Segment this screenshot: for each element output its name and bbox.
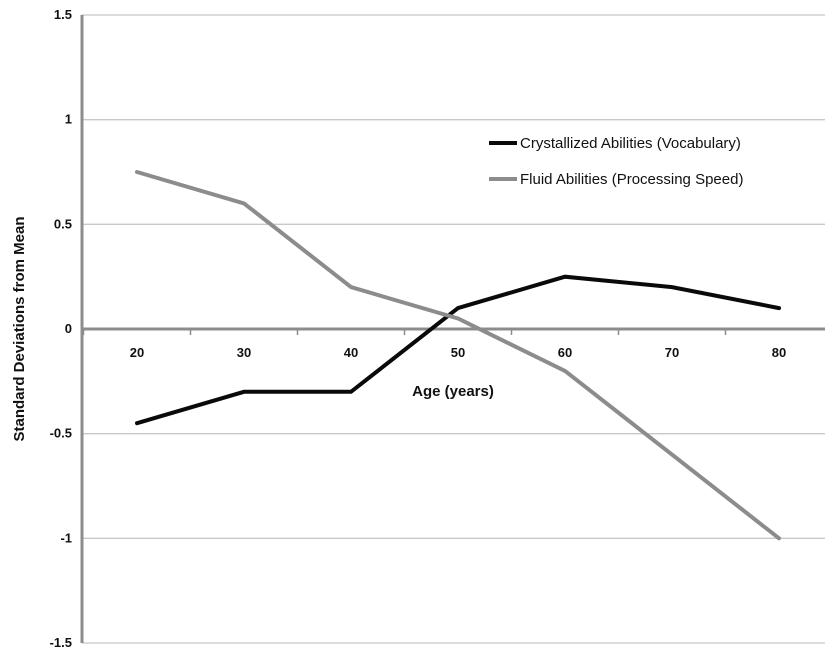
y-tick-label: 1.5 bbox=[54, 7, 72, 22]
x-tick-label: 40 bbox=[344, 345, 358, 360]
y-axis-title: Standard Deviations from Mean bbox=[11, 216, 28, 441]
series-line-2 bbox=[135, 170, 781, 541]
x-tick-label: 60 bbox=[558, 345, 572, 360]
y-tick-label: -0.5 bbox=[50, 426, 72, 441]
legend-label: Crystallized Abilities (Vocabulary) bbox=[520, 135, 741, 152]
series-line-1 bbox=[135, 274, 781, 426]
x-tick-label: 50 bbox=[451, 345, 465, 360]
y-tick-label: -1 bbox=[60, 530, 72, 545]
y-tick-label: 1 bbox=[65, 112, 72, 127]
x-tick-labels: 20 30 40 50 60 70 80 bbox=[130, 345, 786, 360]
grid-lines bbox=[82, 14, 825, 644]
x-tick-label: 80 bbox=[772, 345, 786, 360]
x-tick-label: 20 bbox=[130, 345, 144, 360]
legend-label: Fluid Abilities (Processing Speed) bbox=[520, 171, 743, 188]
legend: Crystallized Abilities (Vocabulary) Fluid… bbox=[489, 135, 743, 188]
y-tick-label: 0 bbox=[65, 321, 72, 336]
data-series bbox=[135, 170, 781, 541]
axes bbox=[80, 15, 825, 643]
x-tick-label: 30 bbox=[237, 345, 251, 360]
y-tick-labels: 1.5 1 0.5 0 -0.5 -1 -1.5 bbox=[50, 7, 72, 650]
y-tick-label: -1.5 bbox=[50, 635, 72, 650]
x-tick-label: 70 bbox=[665, 345, 679, 360]
y-tick-label: 0.5 bbox=[54, 216, 72, 231]
x-axis-title: Age (years) bbox=[412, 383, 494, 400]
